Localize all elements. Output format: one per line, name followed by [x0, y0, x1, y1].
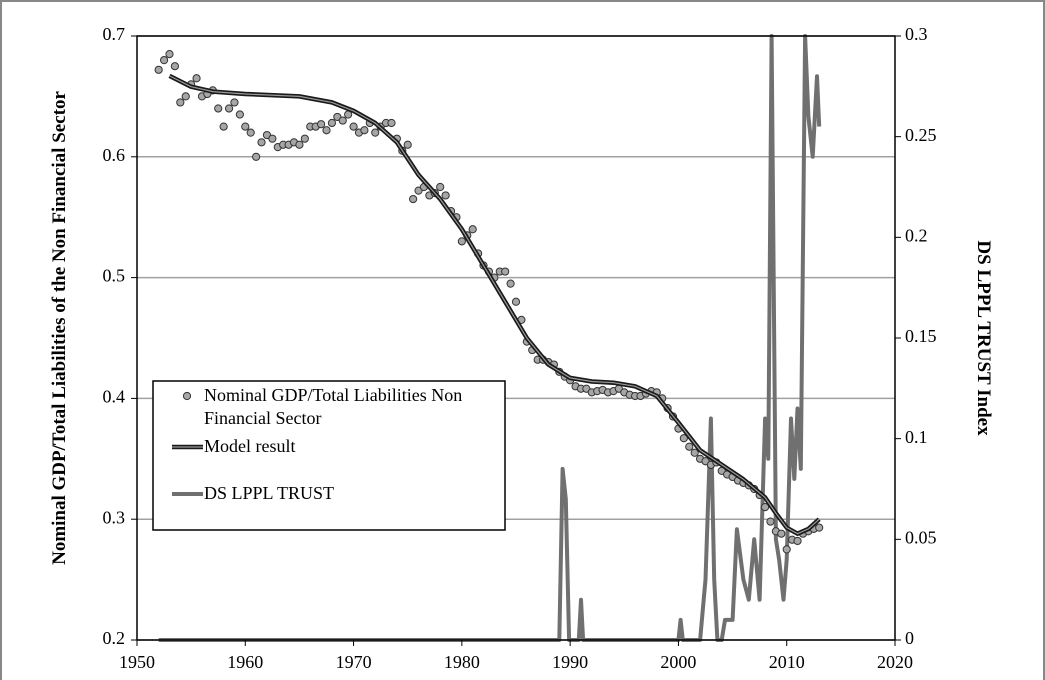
data-point	[457, 237, 466, 246]
data-point	[777, 529, 786, 538]
y-tick-label: 0.2	[103, 628, 126, 648]
plot-border	[136, 35, 896, 641]
data-point	[322, 126, 331, 135]
legend-item: DS LPPL TRUST	[204, 483, 335, 503]
data-point	[760, 503, 770, 512]
y2-tick-label: 0	[905, 628, 914, 648]
data-point	[468, 225, 477, 234]
x-tick-label: 2000	[660, 652, 696, 672]
data-point	[349, 122, 358, 131]
legend-item: Nominal GDP/Total Liabilities Non Financ…	[204, 385, 463, 428]
y2-tick-label: 0.25	[905, 125, 937, 145]
y2-tick-label: 0.05	[905, 527, 937, 547]
x-tick-label: 2010	[769, 652, 805, 672]
data-point	[815, 523, 824, 532]
data-point	[300, 134, 309, 143]
x-tick-label: 2020	[877, 652, 913, 672]
legend-label: DS LPPL TRUST	[204, 483, 335, 503]
data-point	[371, 128, 380, 137]
trust-line	[158, 34, 822, 642]
y2-tick-label: 0.15	[905, 326, 937, 346]
data-point	[165, 50, 174, 59]
data-point	[235, 110, 244, 119]
data-point	[766, 517, 775, 526]
data-point	[224, 104, 234, 113]
data-point	[685, 442, 694, 451]
data-point	[511, 297, 521, 306]
y-axis-title: Nominal GDP/Total Liabilities of the Non…	[49, 91, 70, 565]
data-point	[436, 182, 445, 192]
data-point	[501, 267, 510, 276]
data-point	[159, 56, 169, 65]
y-tick-label: 0.6	[103, 145, 126, 165]
legend-label: Nominal GDP/Total Liabilities Non Financ…	[204, 385, 463, 428]
data-point	[316, 120, 326, 129]
legend-marker	[182, 391, 192, 401]
y2-axis-title: DS LPPL TRUST Index	[973, 240, 994, 436]
y-tick-label: 0.3	[103, 507, 126, 527]
y-tick-label: 0.7	[103, 24, 126, 44]
data-point	[192, 74, 201, 83]
legend-item: Model result	[204, 436, 296, 456]
data-point	[176, 98, 185, 107]
data-point	[793, 536, 802, 546]
data-point	[403, 140, 412, 149]
model-line-core	[169, 75, 820, 535]
data-point	[230, 98, 239, 107]
data-point	[214, 104, 223, 113]
y-tick-label: 0.4	[103, 387, 126, 407]
y2-tick-label: 0.1	[905, 427, 928, 447]
data-point	[219, 122, 228, 131]
x-tick-label: 1970	[336, 652, 372, 672]
x-tick-label: 1950	[119, 652, 155, 672]
data-point	[295, 140, 304, 149]
data-point	[782, 545, 791, 554]
data-point	[360, 126, 369, 135]
data-point	[409, 194, 418, 204]
data-point	[679, 434, 688, 443]
y2-tick-label: 0.2	[905, 225, 928, 245]
data-point	[154, 65, 163, 74]
data-point	[506, 279, 515, 288]
data-point	[246, 128, 255, 137]
data-point	[387, 118, 396, 128]
data-point	[241, 122, 250, 131]
y2-tick-label: 0.3	[905, 24, 928, 44]
data-point	[441, 191, 450, 200]
data-point	[268, 134, 277, 143]
legend-box	[152, 380, 506, 531]
data-point	[338, 116, 347, 125]
legend-label: Model result	[204, 436, 296, 456]
x-tick-label: 1960	[227, 652, 263, 672]
x-tick-label: 1990	[552, 652, 588, 672]
data-point	[181, 92, 190, 101]
data-point	[690, 448, 699, 457]
y-tick-label: 0.5	[103, 266, 126, 286]
data-point	[170, 62, 179, 71]
data-point	[327, 118, 337, 128]
data-point	[252, 152, 261, 161]
data-point	[257, 138, 266, 147]
x-tick-label: 1980	[444, 652, 480, 672]
